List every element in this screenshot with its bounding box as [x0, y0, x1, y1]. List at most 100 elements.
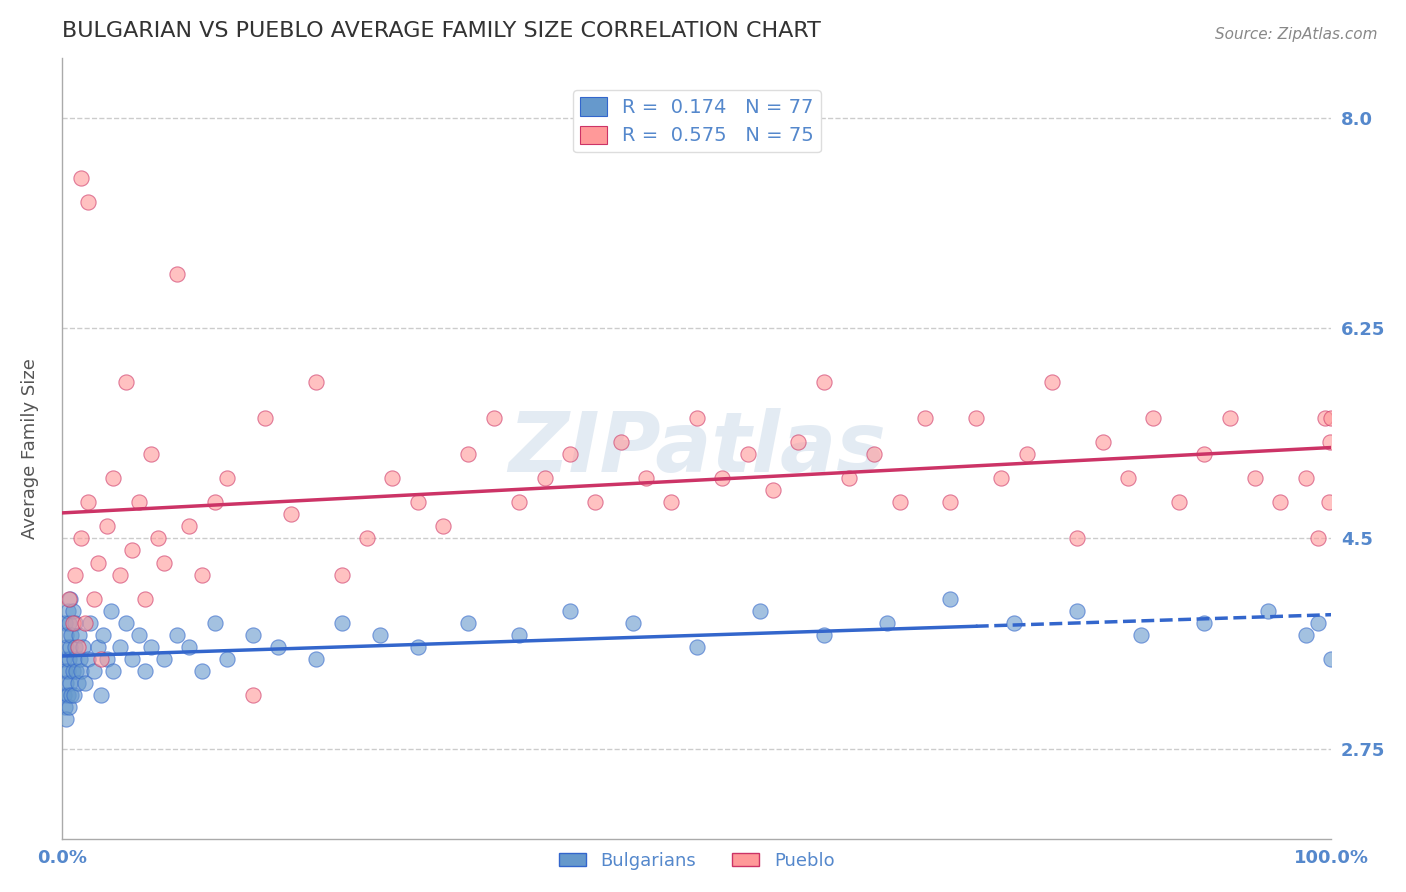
Point	[508, 495, 530, 509]
Point	[70, 664, 93, 678]
Point	[59, 675, 82, 690]
Point	[406, 640, 429, 654]
Point	[179, 519, 201, 533]
Point	[1295, 627, 1317, 641]
Point	[1091, 435, 1114, 450]
Point	[58, 699, 80, 714]
Point	[876, 615, 898, 630]
Point	[583, 495, 606, 509]
Point	[63, 651, 86, 665]
Point	[1066, 532, 1088, 546]
Point	[153, 651, 176, 665]
Point	[121, 543, 143, 558]
Point	[191, 567, 214, 582]
Point	[1313, 411, 1336, 425]
Point	[1142, 411, 1164, 425]
Point	[1192, 615, 1215, 630]
Point	[749, 604, 772, 618]
Point	[76, 651, 98, 665]
Point	[863, 447, 886, 461]
Point	[1192, 447, 1215, 461]
Point	[609, 435, 631, 450]
Point	[482, 411, 505, 425]
Point	[56, 664, 79, 678]
Point	[1167, 495, 1189, 509]
Point	[76, 495, 98, 509]
Point	[72, 640, 94, 654]
Point	[115, 375, 138, 389]
Point	[62, 604, 84, 618]
Point	[108, 640, 131, 654]
Point	[179, 640, 201, 654]
Point	[89, 688, 111, 702]
Point	[1319, 435, 1341, 450]
Point	[191, 664, 214, 678]
Point	[711, 471, 734, 485]
Point	[356, 532, 378, 546]
Point	[75, 615, 97, 630]
Point	[63, 688, 86, 702]
Point	[75, 675, 97, 690]
Point	[87, 640, 110, 654]
Point	[813, 627, 835, 641]
Point	[103, 471, 125, 485]
Point	[330, 567, 353, 582]
Point	[686, 411, 709, 425]
Point	[55, 640, 77, 654]
Point	[63, 640, 86, 654]
Point	[1002, 615, 1025, 630]
Point	[267, 640, 290, 654]
Point	[432, 519, 454, 533]
Point	[69, 651, 91, 665]
Point	[58, 651, 80, 665]
Point	[1320, 411, 1343, 425]
Point	[59, 640, 82, 654]
Y-axis label: Average Family Size: Average Family Size	[21, 358, 39, 539]
Point	[134, 591, 156, 606]
Point	[153, 556, 176, 570]
Point	[621, 615, 644, 630]
Point	[1116, 471, 1139, 485]
Point	[83, 591, 105, 606]
Point	[217, 651, 239, 665]
Point	[83, 664, 105, 678]
Point	[242, 688, 264, 702]
Point	[1270, 495, 1292, 509]
Point	[914, 411, 936, 425]
Point	[939, 591, 962, 606]
Point	[1129, 627, 1152, 641]
Point	[70, 170, 93, 185]
Point	[67, 627, 90, 641]
Point	[305, 375, 328, 389]
Point	[96, 519, 118, 533]
Point	[128, 495, 150, 509]
Point	[1257, 604, 1279, 618]
Point	[100, 604, 122, 618]
Point	[55, 627, 77, 641]
Point	[457, 615, 479, 630]
Point	[70, 532, 93, 546]
Point	[128, 627, 150, 641]
Point	[508, 627, 530, 641]
Point	[1320, 651, 1343, 665]
Point	[96, 651, 118, 665]
Point	[62, 615, 84, 630]
Point	[1066, 604, 1088, 618]
Point	[1317, 495, 1340, 509]
Point	[115, 615, 138, 630]
Point	[121, 651, 143, 665]
Point	[87, 556, 110, 570]
Point	[1015, 447, 1038, 461]
Point	[889, 495, 911, 509]
Point	[368, 627, 391, 641]
Point	[60, 688, 83, 702]
Point	[52, 688, 75, 702]
Point	[686, 640, 709, 654]
Point	[787, 435, 810, 450]
Point	[108, 567, 131, 582]
Point	[55, 675, 77, 690]
Point	[146, 532, 169, 546]
Point	[204, 495, 226, 509]
Point	[65, 664, 87, 678]
Point	[242, 627, 264, 641]
